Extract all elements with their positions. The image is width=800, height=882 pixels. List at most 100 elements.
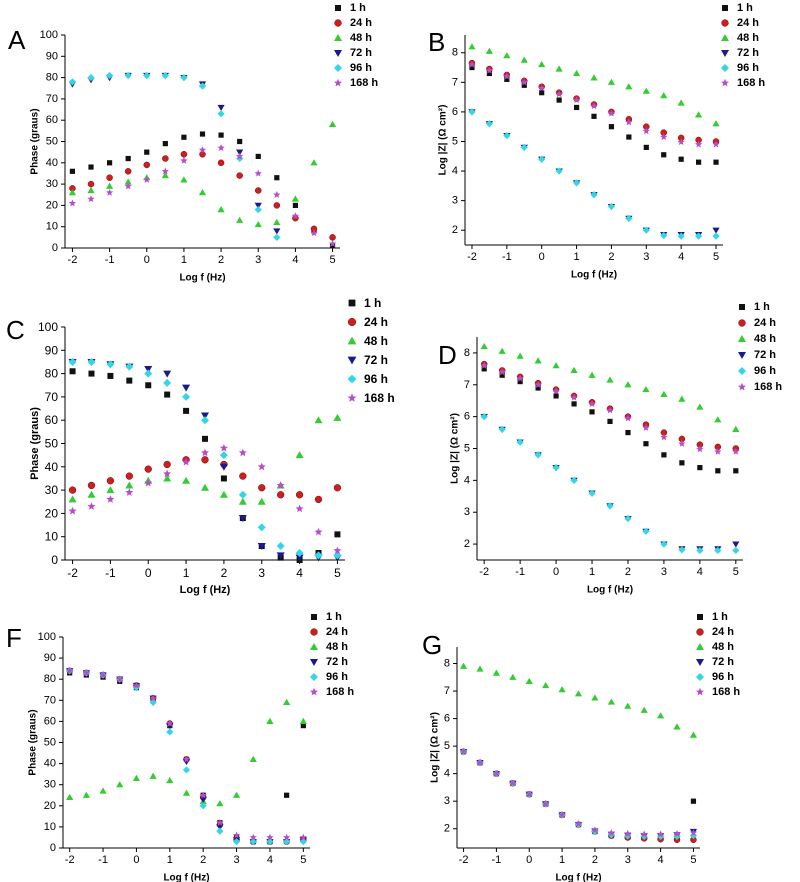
legend-marker bbox=[347, 356, 357, 365]
data-point bbox=[201, 416, 209, 425]
y-tick-label: 10 bbox=[44, 821, 56, 833]
data-point bbox=[480, 342, 488, 350]
data-point bbox=[712, 120, 720, 127]
x-tick-label: 5 bbox=[713, 251, 719, 263]
x-tick-label: 2 bbox=[592, 854, 598, 866]
data-point bbox=[572, 179, 581, 187]
data-point bbox=[606, 376, 614, 383]
x-tick-label: -2 bbox=[67, 566, 78, 580]
data-point bbox=[258, 484, 266, 492]
y-tick-label: 4 bbox=[444, 768, 450, 780]
data-point bbox=[164, 391, 171, 398]
data-point bbox=[538, 84, 546, 92]
data-point bbox=[573, 104, 580, 111]
data-point bbox=[257, 543, 266, 551]
legend-label: 72 h bbox=[712, 656, 734, 668]
legend-marker bbox=[739, 304, 745, 310]
series-168h bbox=[68, 443, 342, 555]
data-point bbox=[238, 497, 247, 505]
panel-label: G bbox=[422, 630, 442, 660]
legend-marker bbox=[721, 64, 729, 72]
data-point bbox=[199, 791, 207, 799]
data-point bbox=[124, 168, 132, 175]
series-168h bbox=[68, 144, 337, 247]
data-points bbox=[480, 342, 740, 555]
x-tick-label: 2 bbox=[221, 566, 228, 580]
data-point bbox=[182, 384, 191, 392]
legend-marker bbox=[722, 5, 728, 11]
data-point bbox=[713, 159, 719, 165]
x-tick-label: -1 bbox=[515, 566, 525, 578]
data-point bbox=[333, 546, 342, 555]
legend-marker bbox=[696, 687, 704, 696]
data-point bbox=[182, 457, 191, 466]
data-point bbox=[660, 133, 668, 141]
y-axis-title: Phase (graus) bbox=[29, 407, 41, 480]
data-point bbox=[695, 159, 702, 165]
data-point bbox=[199, 802, 207, 810]
data-point bbox=[607, 829, 615, 836]
data-point bbox=[534, 451, 542, 459]
data-point bbox=[295, 549, 304, 558]
data-point bbox=[572, 69, 581, 77]
x-tick-label: 4 bbox=[267, 854, 273, 866]
data-point bbox=[555, 90, 563, 98]
y-axis-title: Phase (graus) bbox=[28, 709, 39, 775]
data-point bbox=[552, 464, 560, 472]
series-168h bbox=[480, 361, 740, 455]
data-point bbox=[714, 416, 722, 423]
data-point bbox=[283, 698, 291, 706]
data-point bbox=[314, 495, 323, 504]
data-point bbox=[732, 541, 740, 548]
legend-label: 24 h bbox=[754, 317, 776, 329]
y-tick-label: 3 bbox=[444, 795, 450, 807]
data-point bbox=[625, 214, 633, 222]
series-96h bbox=[480, 413, 740, 555]
data-point bbox=[180, 74, 188, 82]
y-tick-label: 50 bbox=[44, 737, 56, 749]
legend-marker bbox=[311, 614, 317, 620]
legend-label: 96 h bbox=[712, 671, 734, 683]
series-1h bbox=[69, 368, 341, 563]
data-point bbox=[255, 153, 261, 160]
data-point bbox=[480, 413, 488, 421]
data-point bbox=[625, 429, 631, 436]
data-point bbox=[733, 468, 739, 474]
data-point bbox=[481, 366, 487, 372]
data-point bbox=[144, 365, 153, 373]
x-tick-label: -1 bbox=[502, 251, 512, 263]
legend-label: 48 h bbox=[754, 333, 776, 345]
y-tick-label: 90 bbox=[44, 652, 56, 664]
data-point bbox=[276, 552, 285, 560]
data-point bbox=[643, 441, 649, 447]
x-tick-label: 1 bbox=[167, 854, 173, 866]
data-point bbox=[642, 87, 650, 94]
data-point bbox=[163, 370, 172, 378]
data-point bbox=[216, 800, 224, 807]
legend-label: 1 h bbox=[350, 2, 366, 14]
x-tick-label: 3 bbox=[643, 251, 649, 263]
data-point bbox=[198, 82, 207, 90]
data-point bbox=[660, 231, 668, 240]
data-point bbox=[145, 382, 152, 389]
data-point bbox=[656, 830, 665, 838]
x-tick-label: -2 bbox=[68, 254, 78, 266]
legend-label: 48 h bbox=[737, 32, 759, 44]
data-point bbox=[660, 540, 668, 548]
data-point bbox=[219, 463, 228, 471]
series-48h bbox=[66, 698, 307, 807]
data-point bbox=[199, 796, 207, 804]
data-point bbox=[509, 779, 517, 787]
data-point bbox=[642, 385, 650, 393]
data-point bbox=[498, 425, 506, 433]
data-point bbox=[552, 387, 560, 395]
data-point bbox=[166, 719, 174, 727]
data-point bbox=[238, 490, 247, 499]
data-point bbox=[535, 385, 541, 391]
data-point bbox=[132, 684, 141, 692]
data-point bbox=[555, 167, 563, 175]
legend-marker bbox=[721, 19, 729, 27]
data-point bbox=[570, 366, 578, 374]
legend-marker bbox=[697, 614, 703, 620]
data-point bbox=[125, 488, 134, 496]
